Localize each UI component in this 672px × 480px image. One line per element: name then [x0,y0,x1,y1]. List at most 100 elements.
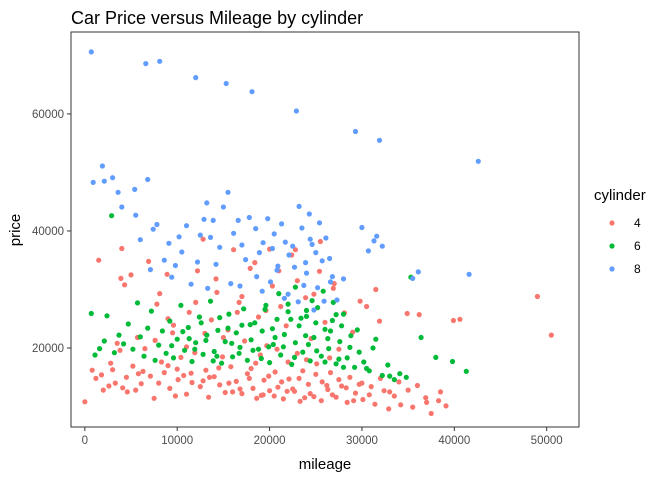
data-point-cyl-6 [315,305,321,311]
data-point-cyl-6 [239,322,245,328]
data-point-cyl-4 [410,404,416,410]
data-point-cyl-6 [298,315,304,321]
data-point-cyl-6 [230,354,236,360]
data-point-cyl-8 [415,269,421,275]
data-point-cyl-4 [135,371,141,377]
data-point-cyl-6 [193,340,199,346]
data-point-cyl-4 [234,309,240,315]
data-point-cyl-6 [370,345,376,351]
data-point-cyl-6 [403,374,409,380]
data-point-cyl-4 [246,375,252,381]
data-point-cyl-6 [258,355,264,362]
data-point-cyl-6 [222,339,228,345]
data-point-cyl-8 [475,158,481,164]
data-point-cyl-6 [281,331,287,338]
data-point-cyl-4 [386,406,392,412]
legend-label-6: 6 [634,239,641,253]
data-point-cyl-4 [167,385,173,391]
data-point-cyl-4 [269,283,275,289]
data-point-cyl-8 [316,220,323,226]
data-point-cyl-8 [254,274,260,280]
data-point-cyl-6 [305,341,311,348]
data-point-cyl-8 [115,189,121,195]
data-point-cyl-4 [279,379,285,385]
data-point-cyl-8 [205,285,211,291]
data-point-cyl-8 [243,257,249,263]
data-point-cyl-8 [133,212,139,218]
data-point-cyl-6 [347,344,353,350]
data-point-cyl-6 [262,306,268,312]
data-point-cyl-6 [189,358,195,365]
data-point-cyl-6 [169,343,175,349]
data-point-cyl-4 [239,293,245,300]
data-point-cyl-8 [271,231,277,237]
data-point-cyl-4 [253,360,259,366]
data-point-cyl-4 [181,372,187,379]
data-point-cyl-6 [326,346,332,352]
data-point-cyl-4 [381,388,387,394]
data-point-cyl-4 [274,346,280,352]
x-tick-label: 20000 [254,435,286,447]
data-point-cyl-6 [318,353,324,359]
data-point-cyl-6 [210,358,216,364]
data-point-cyl-4 [327,355,333,361]
data-point-cyl-6 [303,307,310,314]
data-point-cyl-4 [266,373,272,379]
data-point-cyl-8 [259,288,265,294]
legend-key-4 [609,220,615,226]
data-point-cyl-8 [179,249,185,255]
data-point-cyl-4 [194,268,201,274]
data-point-cyl-8 [282,239,288,245]
data-point-cyl-4 [252,260,258,266]
data-point-cyl-4 [344,399,350,405]
legend-key-6 [609,243,615,249]
data-point-cyl-4 [416,312,422,318]
data-point-cyl-6 [252,320,258,326]
data-point-cyl-6 [178,302,184,308]
data-point-cyl-8 [154,221,160,228]
data-point-cyl-6 [274,316,280,322]
data-point-cyl-4 [261,377,267,383]
data-point-cyl-8 [235,217,241,223]
data-point-cyl-8 [281,295,287,301]
data-point-cyl-4 [165,363,171,369]
data-point-cyl-6 [203,337,209,343]
data-point-cyl-6 [130,346,136,352]
data-point-cyl-6 [289,361,295,367]
data-point-cyl-6 [296,323,302,329]
data-point-cyl-4 [329,392,335,398]
data-point-cyl-4 [255,314,262,320]
data-point-cyl-6 [285,301,291,307]
data-point-cyl-6 [361,359,367,365]
data-point-cyl-4 [203,367,209,373]
data-point-cyl-4 [122,282,128,288]
data-point-cyl-4 [206,394,212,400]
data-point-cyl-6 [291,354,298,360]
data-point-cyl-8 [274,267,280,273]
data-point-cyl-8 [303,260,309,266]
data-point-cyl-6 [104,313,110,319]
data-point-cyl-8 [466,271,472,277]
data-point-cyl-4 [239,391,245,397]
x-tick-label: 40000 [438,435,470,447]
data-points [82,49,554,417]
data-point-cyl-6 [196,314,202,320]
data-point-cyl-6 [97,346,103,352]
data-point-cyl-4 [548,332,554,338]
x-tick-label: 30000 [346,435,378,447]
data-point-cyl-4 [237,386,243,392]
data-point-cyl-8 [334,297,340,303]
data-point-cyl-8 [327,255,333,262]
data-point-cyl-8 [101,178,107,184]
data-point-cyl-6 [463,368,469,374]
data-point-cyl-4 [317,238,323,245]
data-point-cyl-6 [307,358,313,364]
data-point-cyl-4 [423,395,429,401]
data-point-cyl-4 [214,289,220,295]
data-point-cyl-4 [311,291,317,297]
data-point-cyl-4 [200,378,206,384]
data-point-cyl-6 [244,357,250,363]
data-point-cyl-6 [174,336,180,342]
data-point-cyl-4 [296,375,302,381]
